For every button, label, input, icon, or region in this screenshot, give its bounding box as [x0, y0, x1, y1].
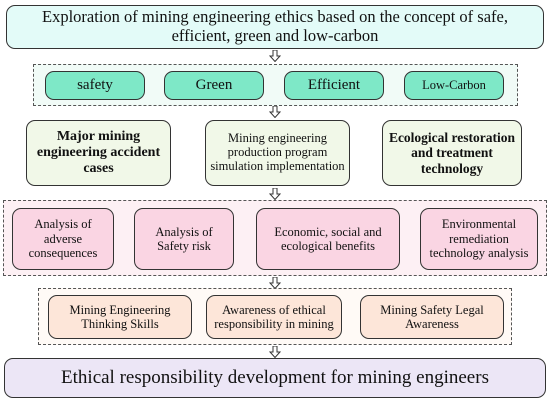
- concept-label: Efficient: [307, 76, 361, 93]
- concept-low-carbon: Low-Carbon: [404, 71, 504, 100]
- analysis-label: Analysis of adverse consequences: [28, 217, 98, 261]
- skill-thinking: Mining Engineering Thinking Skills: [48, 295, 192, 339]
- outcome-box: Ethical responsibility development for m…: [4, 358, 546, 398]
- concept-label: safety: [77, 76, 113, 93]
- analysis-label: Environmental remediation technology ana…: [429, 217, 529, 261]
- topic-production-simulation: Mining engineering production program si…: [205, 120, 350, 186]
- topic-label: Major mining engineering accident cases: [36, 128, 161, 177]
- concept-label: Green: [195, 76, 233, 93]
- topic-ecological-restoration: Ecological restoration and treatment tec…: [382, 120, 522, 186]
- concept-safety: safety: [45, 71, 145, 100]
- down-arrow-icon: [269, 106, 281, 118]
- analysis-label: Analysis of Safety risk: [155, 224, 213, 253]
- topic-label: Ecological restoration and treatment tec…: [388, 129, 516, 176]
- topic-label: Mining engineering production program si…: [210, 131, 345, 173]
- concept-label: Low-Carbon: [422, 78, 486, 93]
- down-arrow-icon: [269, 188, 281, 200]
- topic-accident-cases: Major mining engineering accident cases: [26, 120, 171, 186]
- concept-green: Green: [164, 71, 264, 100]
- analysis-benefits: Economic, social and ecological benefits: [256, 208, 400, 270]
- title-text: Exploration of mining engineering ethics…: [42, 7, 508, 45]
- outcome-text: Ethical responsibility development for m…: [61, 367, 489, 389]
- analysis-adverse-consequences: Analysis of adverse consequences: [12, 208, 114, 270]
- skill-legal-awareness: Mining Safety Legal Awareness: [360, 295, 504, 339]
- skill-ethical-responsibility: Awareness of ethical responsibility in m…: [206, 295, 342, 339]
- skill-label: Mining Engineering Thinking Skills: [69, 302, 171, 331]
- analysis-label: Economic, social and ecological benefits: [274, 224, 382, 253]
- down-arrow-icon: [269, 346, 281, 358]
- analysis-environmental-remediation: Environmental remediation technology ana…: [420, 208, 538, 270]
- down-arrow-icon: [269, 50, 281, 62]
- skill-label: Awareness of ethical responsibility in m…: [214, 302, 334, 331]
- analysis-safety-risk: Analysis of Safety risk: [134, 208, 234, 270]
- concept-efficient: Efficient: [284, 71, 384, 100]
- down-arrow-icon: [269, 277, 281, 289]
- skill-label: Mining Safety Legal Awareness: [380, 302, 484, 331]
- title-box: Exploration of mining engineering ethics…: [6, 5, 544, 49]
